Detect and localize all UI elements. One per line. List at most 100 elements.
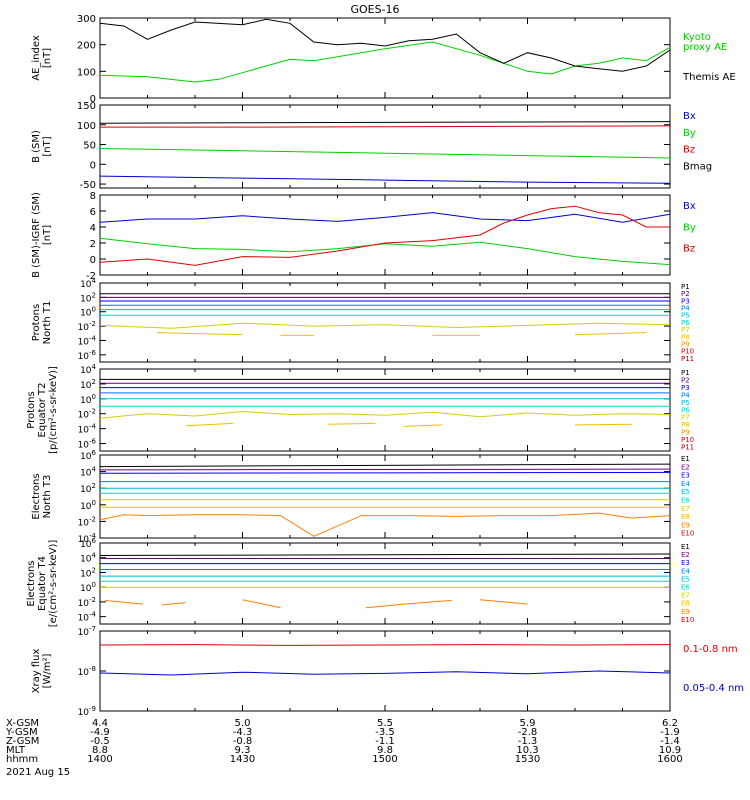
y-axis-label: [nT] <box>42 136 53 156</box>
series-line-bz <box>100 125 671 128</box>
legend-entry: Bx <box>683 201 696 212</box>
channel-label: P10 <box>681 436 694 444</box>
orbit-value: 8.8 <box>92 745 108 756</box>
channel-label: P3 <box>681 384 690 392</box>
panel-8: Xray flux [W/m²] 0.1-0.8 nm 0.05-0.4 nm <box>31 630 744 712</box>
channel-label: E10 <box>681 530 694 538</box>
panel-2: -50 0 50 100 150 B (SM) [nT] Bx By Bz Bmag <box>31 101 712 191</box>
channel-label: P5 <box>681 399 690 407</box>
y-tick-label: 100 <box>77 67 96 78</box>
series-line-0-05-0-4-nm <box>99 670 671 676</box>
channel-label: P11 <box>681 444 694 452</box>
orbit-value: 10.3 <box>516 745 538 756</box>
panel-frame <box>99 194 671 276</box>
orbit-value: -4.3 <box>233 727 253 738</box>
orbit-row-label: X-GSM <box>6 718 39 729</box>
y-tick-label: 100 <box>80 499 96 512</box>
legend-entry: 0.1-0.8 nm <box>683 644 738 655</box>
y-axis-label: AE_index <box>31 35 42 81</box>
y-axis-label: Electrons <box>31 473 42 519</box>
y-tick-label: 102 <box>80 291 96 304</box>
y-tick-label: 10-4 <box>78 334 97 347</box>
channel-label: P8 <box>681 333 690 341</box>
series-segment-p8 <box>574 332 647 336</box>
channel-label: P6 <box>681 319 690 327</box>
channel-label: P6 <box>681 406 690 414</box>
orbit-value: 1400 <box>87 754 112 765</box>
channel-label: P4 <box>681 391 690 399</box>
series-segment-e9 <box>479 599 528 605</box>
orbit-value: 1530 <box>515 754 540 765</box>
y-tick-label: 10-6 <box>78 349 97 362</box>
orbit-value: 1430 <box>230 754 255 765</box>
channel-label: P7 <box>681 326 690 334</box>
y-axis-label: North T1 <box>42 301 53 345</box>
panel-frame <box>99 282 671 363</box>
channel-label: P11 <box>681 355 694 363</box>
y-tick-label: 2 <box>90 239 96 250</box>
y-axis-label: B (SM)-IGRF (SM) <box>31 192 42 278</box>
series-line-p7 <box>99 322 671 329</box>
series-segment-e9 <box>365 603 405 609</box>
orbit-value: 5.0 <box>235 718 251 729</box>
series-line-bmag <box>99 121 671 124</box>
y-tick-label: 100 <box>80 306 96 319</box>
series-segment-p8 <box>403 424 443 427</box>
orbit-value: 9.8 <box>377 745 393 756</box>
orbit-value: -0.5 <box>90 736 110 747</box>
y-axis-label: [nT] <box>42 48 53 68</box>
y-tick-label: 100 <box>80 393 96 406</box>
channel-label: P9 <box>681 340 690 348</box>
y-tick-label: 10-7 <box>78 625 96 638</box>
orbit-row-label: hhmm <box>6 754 38 765</box>
channel-label: P4 <box>681 305 690 313</box>
series-line-e9 <box>99 512 671 537</box>
legend-entry: Bz <box>683 244 695 255</box>
y-tick-label: 102 <box>80 566 96 579</box>
channel-label: E3 <box>681 472 690 480</box>
y-axis-label: Electrons <box>26 560 37 606</box>
series-line-by <box>99 237 671 266</box>
y-tick-label: 10-8 <box>78 665 96 678</box>
y-tick-label: 10-2 <box>78 596 96 609</box>
channel-label: E4 <box>681 567 690 575</box>
orbit-value: 1600 <box>657 754 682 765</box>
y-axis-label: Equator T4 <box>37 556 48 611</box>
series-line-0-1-0-8-nm <box>99 644 671 646</box>
panel-frame <box>99 368 671 452</box>
y-tick-label: 10-2 <box>78 515 96 528</box>
orbit-value: -1.4 <box>660 736 680 747</box>
channel-label: E8 <box>681 600 690 608</box>
channel-label: E5 <box>681 575 690 583</box>
series-segment-p8 <box>185 422 234 427</box>
y-tick-label: 300 <box>77 14 96 25</box>
y-axis-label: Protons <box>26 391 37 428</box>
panel-frame <box>99 17 671 99</box>
y-axis-label: Equator T2 <box>37 383 48 438</box>
orbit-value: 9.3 <box>235 745 251 756</box>
y-axis-label: B (SM) <box>31 130 42 163</box>
orbit-row-label: Z-GSM <box>6 736 39 747</box>
series-segment-p8 <box>156 332 243 336</box>
orbit-value: 6.2 <box>662 718 678 729</box>
y-axis-label: [e/(cm²-s-sr-keV)] <box>48 540 59 628</box>
orbit-row-label: MLT <box>6 745 26 756</box>
orbit-value: -2.8 <box>518 727 538 738</box>
channel-label: E3 <box>681 559 690 567</box>
channel-label: E2 <box>681 551 690 559</box>
channel-label: E7 <box>681 505 690 513</box>
y-tick-label: 100 <box>80 581 96 594</box>
channel-label: E6 <box>681 584 690 592</box>
series-line-p7 <box>99 410 671 419</box>
channel-label: P10 <box>681 348 694 356</box>
y-axis-label: [p/(cm²-s-sr-keV)] <box>48 366 59 454</box>
series-line-e1 <box>99 463 671 468</box>
y-tick-label: 102 <box>80 378 96 391</box>
series-segment-e9 <box>161 602 186 606</box>
series-line-bz <box>99 205 670 266</box>
y-axis-label: Protons <box>31 304 42 341</box>
channel-label: E1 <box>681 455 690 463</box>
channel-label: E6 <box>681 497 690 505</box>
series-line-by <box>99 148 671 159</box>
